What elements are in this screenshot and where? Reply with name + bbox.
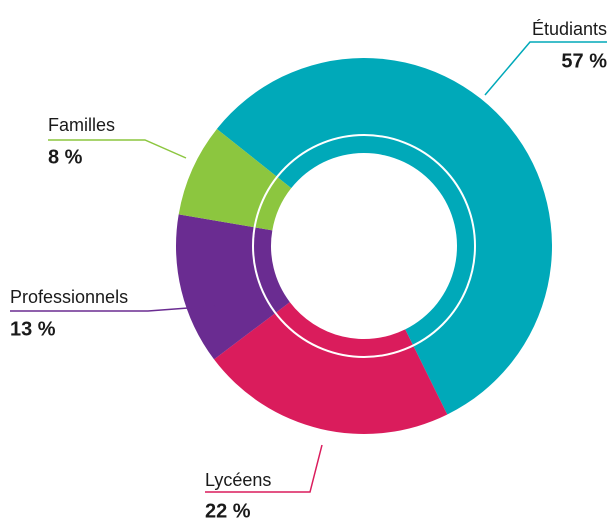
slice-label: Professionnels [10,287,128,307]
leader-line [205,444,323,493]
slice-label: Étudiants [532,19,607,39]
leader-line [48,139,187,159]
donut-slice [178,128,292,231]
leader-line [10,305,216,312]
donut-slice [216,57,552,415]
slice-value: 57 % [561,50,607,72]
slice-value: 8 % [48,146,83,168]
donut-slice [176,214,290,360]
inner-ring [252,134,476,358]
slice-value: 13 % [10,318,56,340]
slice-label: Lycéens [205,470,271,490]
slice-label: Familles [48,115,115,135]
leader-line [484,41,607,96]
slice-value: 22 % [205,500,251,522]
donut-slice [214,302,448,434]
